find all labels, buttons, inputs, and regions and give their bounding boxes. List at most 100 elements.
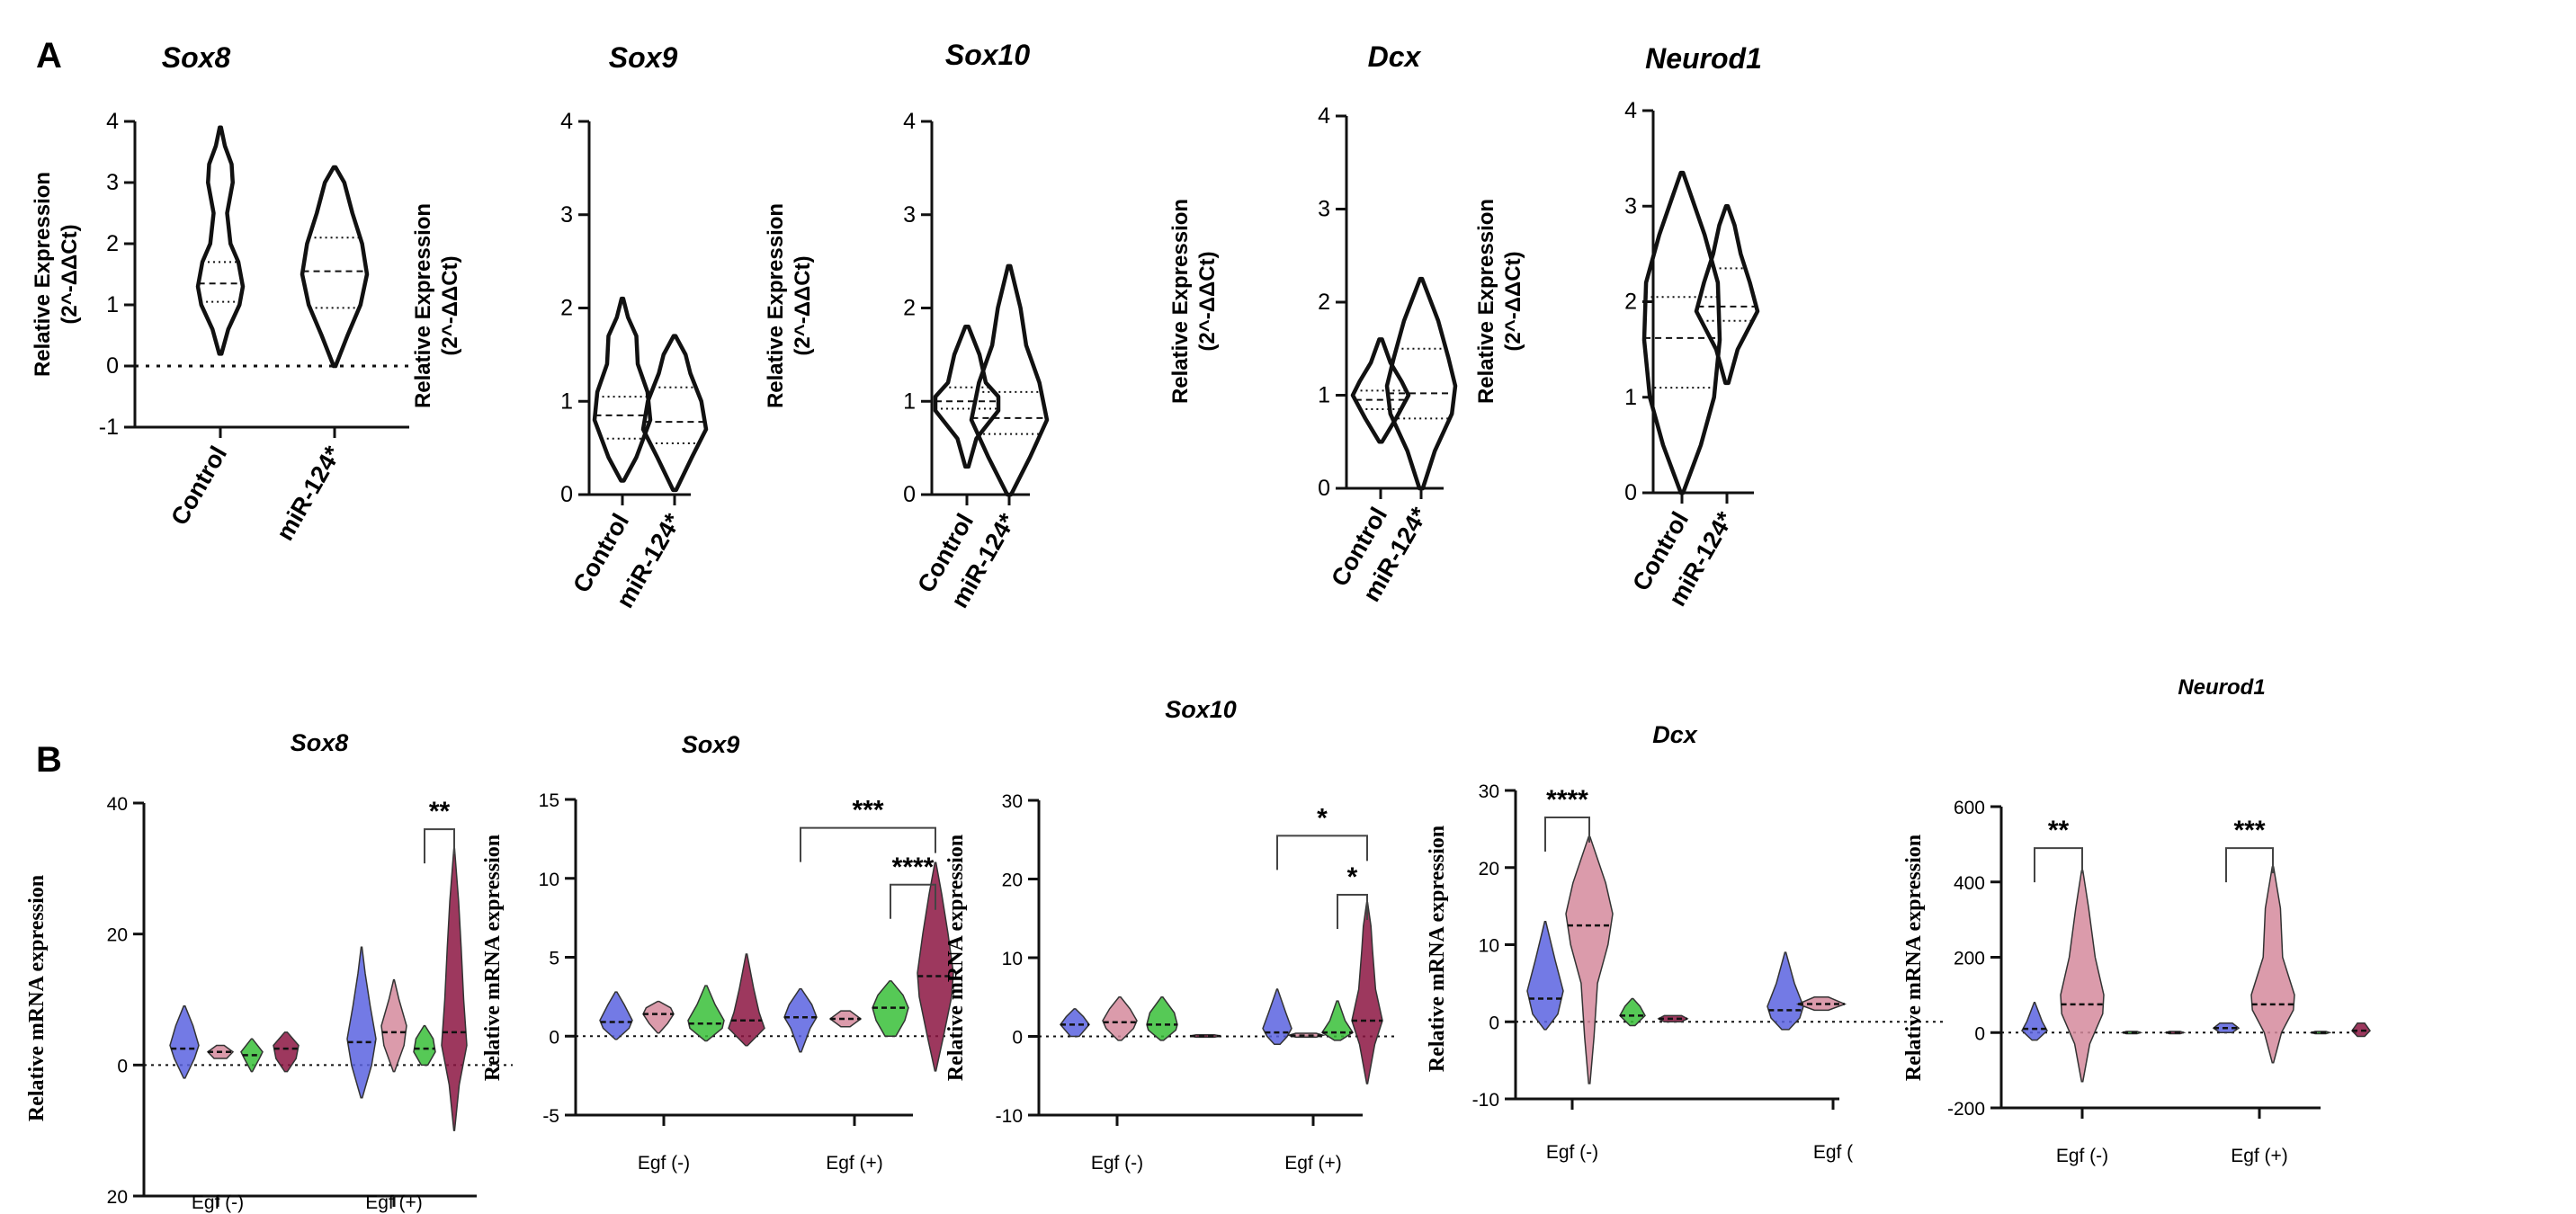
chart-title: Sox9 [682, 731, 740, 758]
y-tick-label: 0 [1624, 480, 1637, 505]
significance-bracket [890, 883, 936, 919]
violin [195, 125, 246, 356]
x-group-label: Egf (-) [638, 1153, 690, 1174]
y-tick-label: -5 [542, 1106, 559, 1127]
violin-pink [642, 1000, 675, 1034]
y-tick-label: 1 [903, 388, 916, 414]
chart-b-sox8: Sox8 20 0 20 40 Relative mRNA expression Egf (… [25, 729, 513, 1213]
x-group-label: Egf (+) [365, 1192, 423, 1213]
y-tick-label: 0 [1012, 1028, 1023, 1049]
y-axis-label: Relative Expression (2^-ΔΔCt) [1474, 199, 1525, 404]
significance-label: **** [1546, 785, 1588, 815]
significance-label: ** [2048, 816, 2070, 845]
y-axis-label: Relative Expression (2^-ΔΔCt) [1168, 199, 1220, 404]
y-axis-label-line: Relative mRNA expression [944, 835, 968, 1081]
violin-blue [783, 987, 818, 1053]
y-tick-label: 200 [1954, 949, 1985, 969]
y-axis-label-line: (2^-ΔΔCt) [438, 255, 462, 355]
significance-bracket [1276, 835, 1368, 870]
y-tick-label: 3 [1318, 197, 1330, 222]
chart-title: Sox8 [162, 41, 231, 74]
violin-pink [828, 1010, 863, 1028]
y-tick-label: 4 [903, 109, 916, 134]
violin-blue [1526, 921, 1564, 1031]
chart-b-sox10: Sox10 -10 0 10 20 30 Relative mRNA expression E… [944, 696, 1399, 1174]
y-axis-label-line: Relative mRNA expression [25, 875, 49, 1121]
y-tick-label: 20 [1479, 859, 1499, 879]
violin-pink [1286, 1032, 1326, 1039]
violin-pink [2060, 870, 2105, 1083]
y-tick-label: 1 [106, 292, 119, 317]
y-axis-label-line: (2^-ΔΔCt) [1501, 251, 1525, 351]
significance-bracket [1544, 817, 1590, 852]
y-tick-label: 1 [1624, 385, 1637, 410]
y-axis-label-line: Relative mRNA expression [1426, 826, 1449, 1072]
chart-title: Neurod1 [2178, 675, 2265, 700]
x-group-label: Egf (+) [2231, 1146, 2288, 1166]
y-tick-label: 3 [903, 202, 916, 228]
y-tick-label: 0 [106, 353, 119, 379]
significance-bracket [2225, 847, 2274, 883]
y-tick-label: 0 [549, 1027, 559, 1048]
x-category-label: Control [165, 442, 232, 530]
y-axis-label-line: Relative Expression [411, 203, 435, 408]
violin-green [1619, 997, 1646, 1027]
y-tick-label: 2 [1624, 290, 1637, 315]
violin-maroon [273, 1031, 300, 1073]
y-tick-label: 4 [1624, 98, 1637, 123]
violin-blue [169, 1005, 200, 1079]
x-group-label: Egf (+) [826, 1153, 883, 1174]
y-tick-label: 3 [106, 170, 119, 195]
violin [300, 165, 370, 369]
chart-b-dcx: Dcx -10 0 10 20 30 Relative mRNA expression Egf… [1426, 721, 1947, 1163]
chart-title: Neurod1 [1645, 42, 1762, 75]
y-axis-label: Relative mRNA expression [25, 875, 49, 1121]
y-tick-label: -1 [99, 415, 119, 440]
y-tick-label: 600 [1954, 798, 1985, 818]
chart-title: Sox9 [609, 41, 678, 74]
violin [969, 263, 1050, 497]
violin-pink [380, 978, 407, 1073]
violin-pink [1565, 835, 1614, 1085]
violin [640, 334, 709, 493]
y-axis-label-line: Relative mRNA expression [1902, 835, 1926, 1081]
violin-blue [1262, 988, 1292, 1045]
violin [1641, 170, 1722, 495]
y-tick-label: 1 [560, 388, 573, 414]
chart-title: Dcx [1652, 721, 1698, 748]
y-tick-label: 15 [539, 790, 559, 811]
violin-blue [1060, 1008, 1090, 1038]
chart-b-neurod1: Neurod1 -200 0 200 400 600 Relative mRNA expre… [1902, 675, 2371, 1166]
violin-pink [2250, 866, 2295, 1064]
violin [1384, 276, 1458, 491]
y-axis-label: Relative mRNA expression [481, 835, 505, 1081]
violin-blue [1767, 951, 1804, 1031]
y-tick-label: 4 [1318, 103, 1330, 129]
y-tick-label: 30 [1002, 791, 1023, 812]
y-tick-label: 1 [1318, 383, 1330, 408]
y-tick-label: 3 [1624, 193, 1637, 219]
x-group-label: Egf (-) [1091, 1153, 1143, 1174]
y-axis-label-line: (2^-ΔΔCt) [58, 224, 82, 324]
y-axis-label: Relative mRNA expression [944, 835, 968, 1081]
y-tick-label: 2 [106, 231, 119, 256]
y-tick-label: 20 [1002, 870, 1023, 891]
y-tick-label: 4 [106, 109, 119, 134]
y-axis-label-line: Relative Expression [1474, 199, 1498, 404]
chart-a-sox8: Sox8 -1 0 1 2 3 4 Relative Expression (2^-ΔΔCt) C… [31, 41, 409, 545]
x-group-label: Egf (+) [1284, 1153, 1342, 1174]
violin-green [687, 985, 725, 1042]
violin-maroon [728, 953, 765, 1047]
violin [1350, 337, 1411, 444]
violin-blue [346, 946, 377, 1099]
violin-blue [2021, 1002, 2048, 1041]
chart-a-neurod1: Neurod1 0 1 2 3 4 Relative Expression (2^-ΔΔCt)… [1474, 42, 1762, 611]
violin-green [1146, 996, 1178, 1041]
y-axis-label-line: (2^-ΔΔCt) [1195, 251, 1220, 351]
y-tick-label: 10 [539, 870, 559, 890]
y-tick-label: 5 [549, 949, 559, 969]
